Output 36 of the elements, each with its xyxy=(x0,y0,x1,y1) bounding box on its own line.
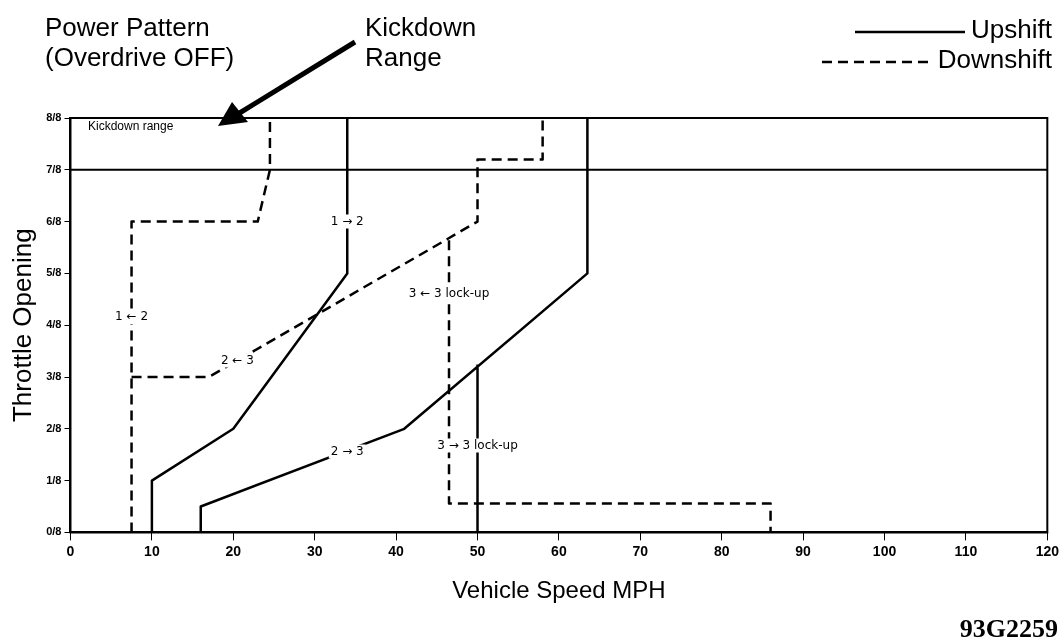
annotation: Kickdown range xyxy=(88,119,174,133)
text: Kickdown Range xyxy=(365,12,478,72)
x-tick-label: 120 xyxy=(1035,542,1060,559)
x-axis-title: Vehicle Speed MPH xyxy=(452,576,666,604)
x-tick-label: 30 xyxy=(306,542,323,559)
x-tick-label: 0 xyxy=(66,542,75,559)
chart-title: Power Pattern (Overdrive OFF) xyxy=(45,12,236,72)
annotation: 2 ← 3 xyxy=(220,352,254,367)
y-tick-label: 7/8 xyxy=(46,162,62,175)
x-tick-label: 60 xyxy=(551,542,567,559)
x-tick-label: 20 xyxy=(225,542,242,559)
annotation: 3 ← 3 lock-up xyxy=(408,286,490,301)
y-tick-label: 2/8 xyxy=(46,421,62,434)
x-tick-label: 100 xyxy=(872,542,897,559)
annotation: 1 ← 2 xyxy=(115,309,149,324)
y-axis-title: Throttle Opening xyxy=(6,228,37,423)
x-tick-label: 110 xyxy=(954,542,978,559)
x-tick-label: 70 xyxy=(632,542,649,559)
y-tick-label: 8/8 xyxy=(46,111,62,124)
x-tick-label: 10 xyxy=(144,542,160,559)
y-tick-label: 3/8 xyxy=(46,370,62,383)
y-tick-label: 5/8 xyxy=(46,266,62,279)
y-tick-label: 6/8 xyxy=(46,214,62,227)
legend-label: Downshift xyxy=(937,44,1052,74)
annotation: 2 → 3 xyxy=(330,443,364,458)
text: 93G2259 xyxy=(959,614,1058,644)
annotation: 3 → 3 lock-up xyxy=(437,437,518,452)
y-tick-label: 4/8 xyxy=(46,318,62,331)
legend-label: Upshift xyxy=(971,14,1052,44)
annotation: 1 → 2 xyxy=(330,213,364,228)
x-tick-label: 50 xyxy=(469,542,486,559)
x-tick-label: 90 xyxy=(795,542,812,559)
y-tick-label: 0/8 xyxy=(46,525,62,538)
x-tick-label: 40 xyxy=(388,542,405,559)
y-tick-label: 1/8 xyxy=(46,473,62,486)
x-tick-label: 80 xyxy=(713,542,730,559)
